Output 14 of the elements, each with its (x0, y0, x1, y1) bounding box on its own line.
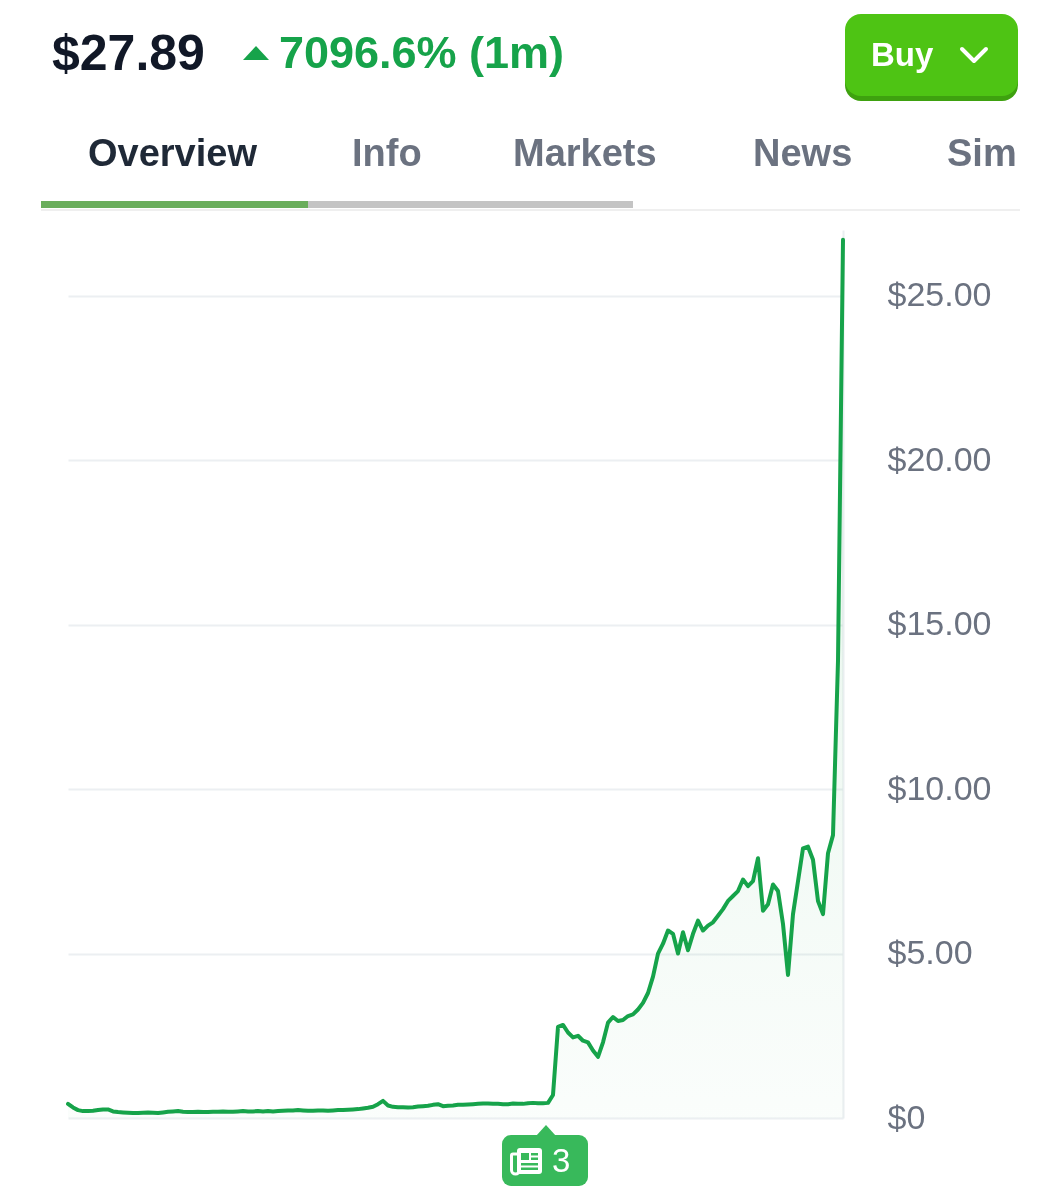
text: News (753, 131, 853, 176)
y-tick-label: $15.00 (887, 604, 992, 643)
y-tick-label: $0 (887, 1097, 926, 1136)
text: Markets (513, 131, 657, 176)
chart-title: $27.89 (52, 24, 205, 83)
y-tick-label: $10.00 (887, 768, 992, 807)
y-tick-label: $20.00 (887, 439, 992, 478)
text: Overview (88, 131, 257, 176)
y-tick-label: $5.00 (887, 933, 973, 972)
text: Sim (947, 131, 1017, 176)
chart-subtitle: 7096.6% (1m) (278, 26, 565, 80)
y-tick-label: $25.00 (887, 275, 992, 314)
text: Info (352, 131, 422, 176)
callout-tag: 3 (502, 1135, 588, 1186)
